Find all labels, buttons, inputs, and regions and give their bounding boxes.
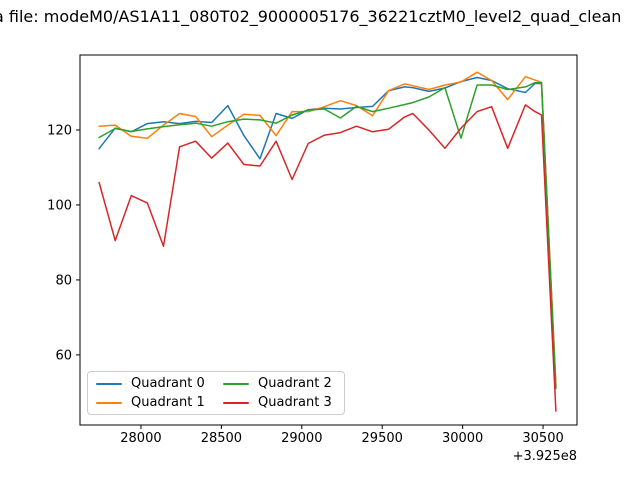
y-axis-ticks: 60 80 100 120 [47,123,80,363]
svg-text:100: 100 [47,198,72,213]
legend-entry-quadrant-0: Quadrant 0 [96,376,209,391]
legend-label-quadrant-0: Quadrant 0 [131,376,205,391]
legend-line-swatch-quadrant-3 [223,401,249,404]
legend-line-swatch-quadrant-1 [96,401,122,404]
legend-entry-quadrant-1: Quadrant 1 [96,395,209,410]
svg-text:30500: 30500 [522,431,563,446]
legend-line-swatch-quadrant-2 [223,382,249,385]
plot-border [79,54,578,426]
legend-label-quadrant-2: Quadrant 2 [258,376,332,391]
svg-text:29000: 29000 [281,431,322,446]
svg-text:80: 80 [55,273,72,288]
legend-entry-quadrant-2: Quadrant 2 [223,376,336,391]
figure-title: a file: modeM0/AS1A11_080T02_9000005176_… [0,7,622,26]
svg-text:30000: 30000 [442,431,483,446]
svg-text:28000: 28000 [120,431,161,446]
legend-line-swatch-quadrant-0 [96,382,122,385]
data-series-lines [98,71,557,412]
svg-text:60: 60 [55,348,72,363]
svg-text:29500: 29500 [362,431,403,446]
x-axis-ticks: 28000 28500 29000 29500 30000 30500 [120,425,564,446]
x-axis-offset-label: +3.925e8 [513,449,577,464]
legend-label-quadrant-1: Quadrant 1 [131,395,205,410]
legend-label-quadrant-3: Quadrant 3 [258,395,332,410]
legend-entry-quadrant-3: Quadrant 3 [223,395,336,410]
svg-text:28500: 28500 [201,431,242,446]
legend: Quadrant 0 Quadrant 1 Quadrant 2 Quadran… [87,371,345,415]
svg-text:120: 120 [47,123,72,138]
